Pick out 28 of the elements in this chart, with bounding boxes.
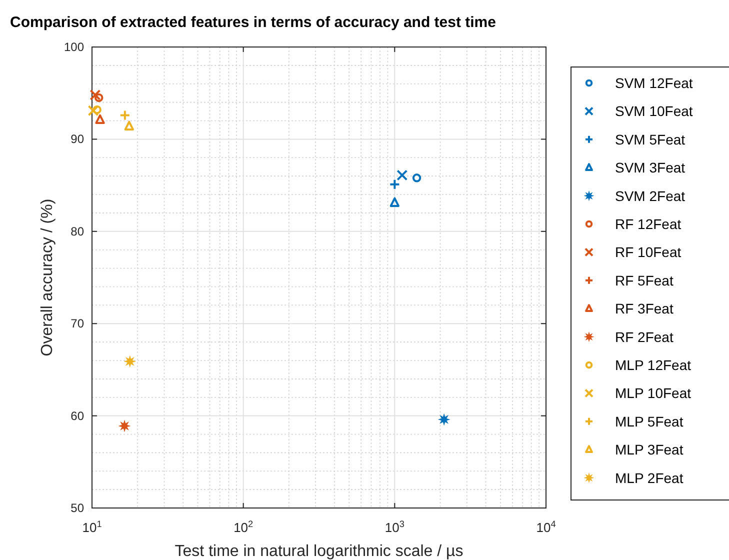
- legend-label: SVM 12Feat: [615, 75, 693, 91]
- y-tick-label: 100: [64, 40, 84, 54]
- legend-label: SVM 10Feat: [615, 103, 693, 120]
- legend-label: SVM 5Feat: [615, 131, 686, 148]
- y-tick-label: 60: [70, 408, 84, 423]
- legend-label: MLP 5Feat: [615, 413, 684, 430]
- legend-label: RF 5Feat: [615, 272, 674, 288]
- legend-label: MLP 2Feat: [615, 470, 684, 486]
- x-axis-title: Test time in natural logarithmic scale / µs: [174, 543, 464, 560]
- legend-label: RF 12Feat: [615, 216, 682, 232]
- x-tick-label: 10$^{3}$: [384, 519, 404, 535]
- legend-label: RF 2Feat: [615, 328, 674, 345]
- x-tick-label: 10$^{4}$: [536, 519, 556, 535]
- legend-label: MLP 10Feat: [615, 385, 692, 402]
- legend-label: SVM 2Feat: [615, 188, 686, 204]
- y-tick-label: 90: [70, 132, 84, 146]
- legend-label: SVM 3Feat: [615, 160, 686, 176]
- y-tick-label: 50: [70, 501, 84, 515]
- legend-label: MLP 3Feat: [615, 442, 684, 458]
- legend-label: RF 10Feat: [615, 244, 682, 260]
- legend-label: MLP 12Feat: [615, 357, 692, 373]
- x-tick-label: 10$^{2}$: [234, 519, 254, 535]
- y-tick-label: 70: [70, 316, 84, 331]
- chart-title: Comparison of extracted features in terms of accuracy and test time: [10, 14, 496, 31]
- legend-label: RF 3Feat: [615, 300, 674, 317]
- y-tick-label: 80: [70, 224, 84, 238]
- x-tick-label: 10$^{1}$: [82, 519, 102, 535]
- y-axis-title: Overall accuracy / (%): [39, 198, 56, 356]
